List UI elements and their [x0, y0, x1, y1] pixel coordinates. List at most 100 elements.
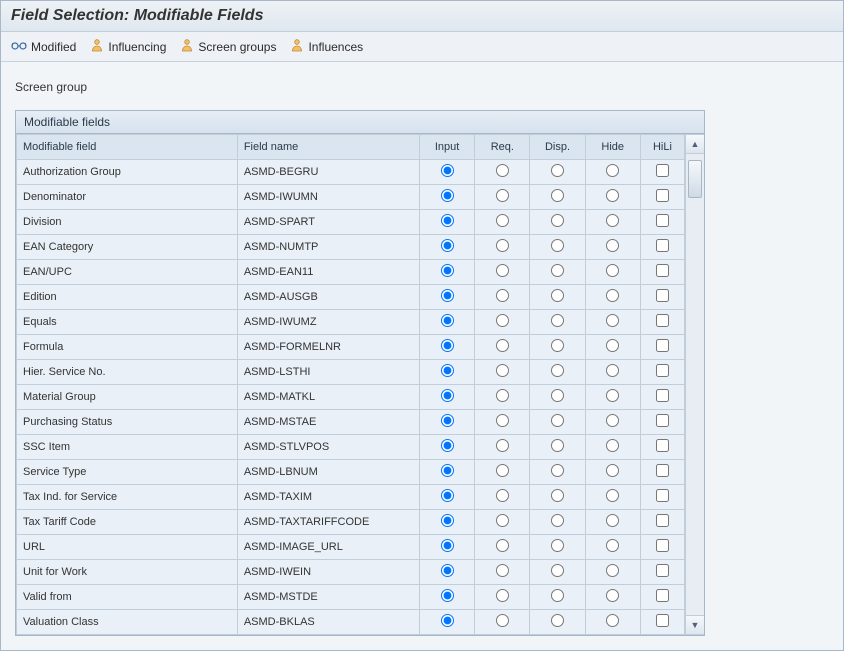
hide-radio[interactable]: [606, 314, 619, 327]
hide-radio[interactable]: [606, 614, 619, 627]
input-radio[interactable]: [441, 489, 454, 502]
hide-radio[interactable]: [606, 339, 619, 352]
input-radio[interactable]: [441, 264, 454, 277]
req-radio[interactable]: [496, 589, 509, 602]
req-radio[interactable]: [496, 389, 509, 402]
disp-radio[interactable]: [551, 414, 564, 427]
hili-checkbox[interactable]: [656, 189, 669, 202]
col-modifiable-field[interactable]: Modifiable field: [17, 135, 238, 160]
disp-radio[interactable]: [551, 439, 564, 452]
input-radio[interactable]: [441, 164, 454, 177]
req-radio[interactable]: [496, 614, 509, 627]
req-radio[interactable]: [496, 314, 509, 327]
hide-radio[interactable]: [606, 364, 619, 377]
modified-button[interactable]: Modified: [11, 39, 76, 54]
req-radio[interactable]: [496, 339, 509, 352]
hide-radio[interactable]: [606, 489, 619, 502]
hili-checkbox[interactable]: [656, 339, 669, 352]
req-radio[interactable]: [496, 489, 509, 502]
col-field-name[interactable]: Field name: [237, 135, 419, 160]
input-radio[interactable]: [441, 564, 454, 577]
scroll-down-button[interactable]: ▼: [686, 615, 704, 634]
hili-checkbox[interactable]: [656, 514, 669, 527]
col-hili[interactable]: HiLi: [640, 135, 684, 160]
hide-radio[interactable]: [606, 414, 619, 427]
screen-groups-button[interactable]: Screen groups: [180, 38, 276, 55]
req-radio[interactable]: [496, 239, 509, 252]
vertical-scrollbar[interactable]: ▲ ▼: [685, 134, 704, 635]
hili-checkbox[interactable]: [656, 364, 669, 377]
disp-radio[interactable]: [551, 614, 564, 627]
hili-checkbox[interactable]: [656, 264, 669, 277]
disp-radio[interactable]: [551, 564, 564, 577]
scroll-track[interactable]: [686, 154, 704, 615]
scroll-thumb[interactable]: [688, 160, 702, 198]
disp-radio[interactable]: [551, 189, 564, 202]
req-radio[interactable]: [496, 214, 509, 227]
input-radio[interactable]: [441, 614, 454, 627]
disp-radio[interactable]: [551, 464, 564, 477]
hili-checkbox[interactable]: [656, 214, 669, 227]
input-radio[interactable]: [441, 589, 454, 602]
influences-button[interactable]: Influences: [290, 38, 363, 55]
input-radio[interactable]: [441, 439, 454, 452]
hide-radio[interactable]: [606, 564, 619, 577]
input-radio[interactable]: [441, 539, 454, 552]
disp-radio[interactable]: [551, 264, 564, 277]
hili-checkbox[interactable]: [656, 589, 669, 602]
hide-radio[interactable]: [606, 439, 619, 452]
input-radio[interactable]: [441, 214, 454, 227]
disp-radio[interactable]: [551, 214, 564, 227]
req-radio[interactable]: [496, 414, 509, 427]
req-radio[interactable]: [496, 364, 509, 377]
disp-radio[interactable]: [551, 589, 564, 602]
hili-checkbox[interactable]: [656, 289, 669, 302]
input-radio[interactable]: [441, 464, 454, 477]
influencing-button[interactable]: Influencing: [90, 38, 166, 55]
hide-radio[interactable]: [606, 189, 619, 202]
col-input[interactable]: Input: [420, 135, 475, 160]
input-radio[interactable]: [441, 339, 454, 352]
disp-radio[interactable]: [551, 339, 564, 352]
hide-radio[interactable]: [606, 264, 619, 277]
req-radio[interactable]: [496, 539, 509, 552]
req-radio[interactable]: [496, 514, 509, 527]
hili-checkbox[interactable]: [656, 239, 669, 252]
hili-checkbox[interactable]: [656, 489, 669, 502]
input-radio[interactable]: [441, 389, 454, 402]
req-radio[interactable]: [496, 564, 509, 577]
disp-radio[interactable]: [551, 539, 564, 552]
hide-radio[interactable]: [606, 239, 619, 252]
hili-checkbox[interactable]: [656, 614, 669, 627]
input-radio[interactable]: [441, 314, 454, 327]
req-radio[interactable]: [496, 189, 509, 202]
hili-checkbox[interactable]: [656, 564, 669, 577]
hili-checkbox[interactable]: [656, 414, 669, 427]
req-radio[interactable]: [496, 264, 509, 277]
input-radio[interactable]: [441, 414, 454, 427]
col-disp[interactable]: Disp.: [530, 135, 585, 160]
input-radio[interactable]: [441, 239, 454, 252]
disp-radio[interactable]: [551, 164, 564, 177]
input-radio[interactable]: [441, 364, 454, 377]
col-req[interactable]: Req.: [475, 135, 530, 160]
req-radio[interactable]: [496, 439, 509, 452]
disp-radio[interactable]: [551, 389, 564, 402]
input-radio[interactable]: [441, 289, 454, 302]
input-radio[interactable]: [441, 514, 454, 527]
col-hide[interactable]: Hide: [585, 135, 640, 160]
req-radio[interactable]: [496, 164, 509, 177]
req-radio[interactable]: [496, 464, 509, 477]
disp-radio[interactable]: [551, 314, 564, 327]
hide-radio[interactable]: [606, 464, 619, 477]
disp-radio[interactable]: [551, 289, 564, 302]
hili-checkbox[interactable]: [656, 439, 669, 452]
disp-radio[interactable]: [551, 489, 564, 502]
disp-radio[interactable]: [551, 364, 564, 377]
hili-checkbox[interactable]: [656, 164, 669, 177]
hide-radio[interactable]: [606, 589, 619, 602]
req-radio[interactable]: [496, 289, 509, 302]
hide-radio[interactable]: [606, 289, 619, 302]
scroll-up-button[interactable]: ▲: [686, 135, 704, 154]
hide-radio[interactable]: [606, 539, 619, 552]
